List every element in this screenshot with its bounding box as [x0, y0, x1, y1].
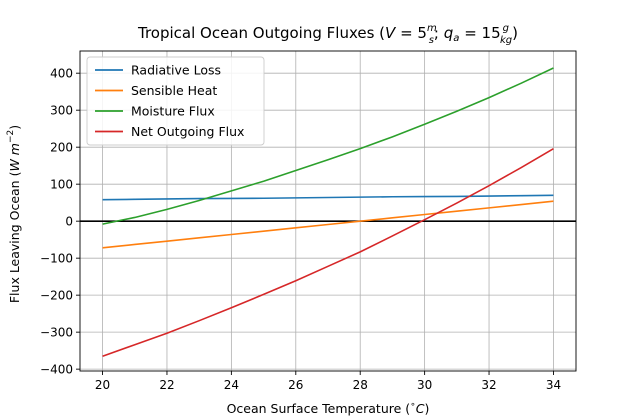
y-tick-label: −300 [40, 326, 73, 340]
y-tick-label: −100 [40, 252, 73, 266]
series-line-moisture-flux [102, 67, 554, 225]
y-tick-label: 200 [50, 141, 73, 155]
legend-box [86, 56, 265, 146]
chart-title: Tropical Ocean Outgoing Fluxes (V = 5m s;… [137, 23, 518, 46]
legend: Radiative Loss Sensible Heat Moisture Flux… [86, 56, 265, 146]
x-axis-label: Ocean Surface Temperature (∘C) [227, 400, 430, 416]
x-tick-label: 30 [417, 378, 432, 392]
y-tick-label: 300 [50, 104, 73, 118]
x-tick-label: 26 [288, 378, 303, 392]
series-line-radiative-loss [102, 194, 554, 201]
x-tick-label: 20 [95, 378, 110, 392]
series-line-net-outgoing-flux [102, 147, 554, 357]
legend-label: Moisture Flux [131, 104, 215, 119]
x-tick-label: 22 [159, 378, 174, 392]
y-tick-label: −200 [40, 289, 73, 303]
y-tick-label: −400 [40, 363, 73, 377]
series-line-sensible-heat [102, 200, 554, 249]
y-tick-label: 100 [50, 178, 73, 192]
legend-label: Net Outgoing Flux [131, 124, 244, 139]
y-tick-label: 400 [50, 67, 73, 81]
x-tick-label: 32 [481, 378, 496, 392]
x-tick-label: 24 [224, 378, 239, 392]
y-axis-label: Flux Leaving Ocean (W m−2) [6, 125, 22, 303]
x-tick-label: 28 [353, 378, 368, 392]
legend-label: Sensible Heat [131, 83, 217, 98]
legend-label: Radiative Loss [131, 63, 221, 78]
y-tick-label: 0 [65, 215, 73, 229]
x-tick-label: 34 [546, 378, 561, 392]
plot-area: 20 22 24 26 28 30 32 34 −400 −300 −200 −100 0 100 200 3… [40, 50, 577, 392]
axes-frame [79, 50, 577, 372]
